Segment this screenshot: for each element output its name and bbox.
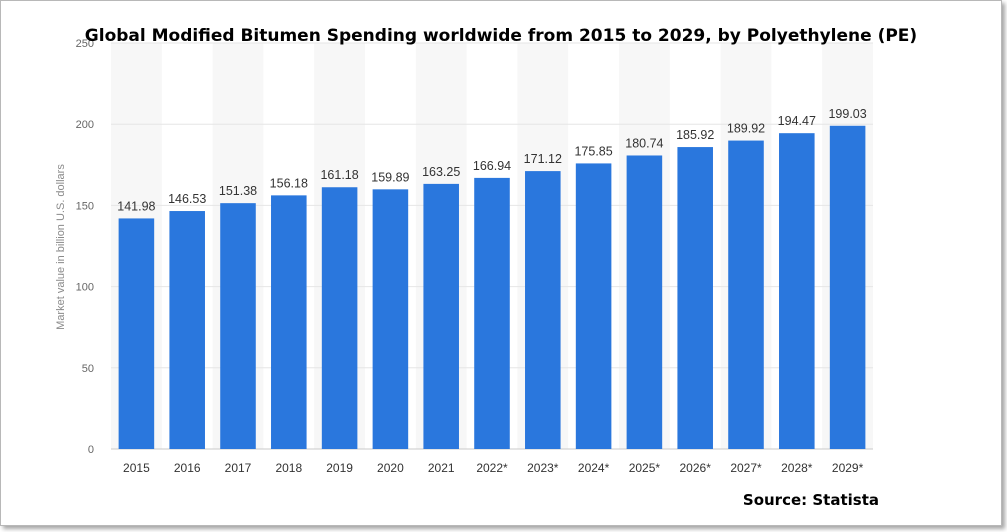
y-tick-labels: 0 50 100 150 200 250 xyxy=(76,38,94,456)
y-tick-250: 250 xyxy=(76,38,94,50)
bars xyxy=(118,125,866,450)
bar-2017 xyxy=(220,203,256,449)
y-axis-label: Market value in billion U.S. dollars xyxy=(55,164,67,330)
x-tick-2026*: 2026* xyxy=(680,461,712,475)
x-tick-labels: 2015 2016 2017 2018 2019 2020 2021 2022* 2023* 20… xyxy=(123,461,864,475)
x-tick-2020: 2020 xyxy=(377,461,404,475)
data-labels: 141.98 146.53 151.38 156.18 161.18 159.89 163.… xyxy=(117,107,866,214)
data-label-2020: 159.89 xyxy=(371,170,409,184)
x-tick-2021: 2021 xyxy=(428,461,455,475)
bar-2027* xyxy=(728,140,764,449)
data-label-2024*: 175.85 xyxy=(574,144,612,158)
bar-2028* xyxy=(779,133,815,449)
data-label-2021: 163.25 xyxy=(422,165,460,179)
x-tick-2016: 2016 xyxy=(174,461,201,475)
x-tick-2018: 2018 xyxy=(275,461,302,475)
bar-2019 xyxy=(321,187,358,449)
data-label-2026*: 185.92 xyxy=(676,128,714,142)
y-tick-0: 0 xyxy=(88,444,94,456)
y-tick-200: 200 xyxy=(76,119,94,131)
bar-2021 xyxy=(423,183,459,449)
y-tick-150: 150 xyxy=(76,200,94,212)
x-tick-2015: 2015 xyxy=(123,461,150,475)
data-label-2019: 161.18 xyxy=(320,168,358,182)
bar-2026* xyxy=(677,147,713,449)
bar-2016 xyxy=(169,211,205,449)
chart: 0 50 100 150 200 250 2015 2016 2017 2018 2019 2020… xyxy=(55,26,917,509)
data-label-2025*: 180.74 xyxy=(625,136,663,150)
data-label-2018: 156.18 xyxy=(270,176,308,190)
data-label-2027*: 189.92 xyxy=(727,122,765,136)
data-label-2029*: 199.03 xyxy=(828,107,866,121)
y-tick-100: 100 xyxy=(76,282,94,294)
x-tick-2025*: 2025* xyxy=(629,461,661,475)
bar-2024* xyxy=(575,163,612,449)
source-note: Source: Statista xyxy=(743,491,879,509)
x-tick-2022*: 2022* xyxy=(476,461,508,475)
data-label-2015: 141.98 xyxy=(117,199,155,213)
x-tick-2027*: 2027* xyxy=(730,461,762,475)
bar-2018 xyxy=(271,195,307,449)
bar-2023* xyxy=(525,171,561,449)
x-tick-2017: 2017 xyxy=(225,461,252,475)
bar-2025* xyxy=(626,155,663,449)
data-label-2017: 151.38 xyxy=(219,184,257,198)
bar-2015 xyxy=(118,218,155,449)
bar-2029* xyxy=(829,125,866,450)
data-label-2028*: 194.47 xyxy=(778,114,816,128)
y-tick-50: 50 xyxy=(82,363,94,375)
data-label-2023*: 171.12 xyxy=(524,152,562,166)
x-tick-2024*: 2024* xyxy=(578,461,610,475)
x-tick-2028*: 2028* xyxy=(781,461,813,475)
data-label-2016: 146.53 xyxy=(168,192,206,206)
bar-2020 xyxy=(372,189,409,450)
x-tick-2029*: 2029* xyxy=(832,461,864,475)
x-tick-2019: 2019 xyxy=(326,461,353,475)
data-label-2022*: 166.94 xyxy=(473,159,511,173)
x-tick-2023*: 2023* xyxy=(527,461,559,475)
bar-2022* xyxy=(474,177,510,449)
chart-title: Global Modified Bitumen Spending worldwi… xyxy=(85,26,917,46)
